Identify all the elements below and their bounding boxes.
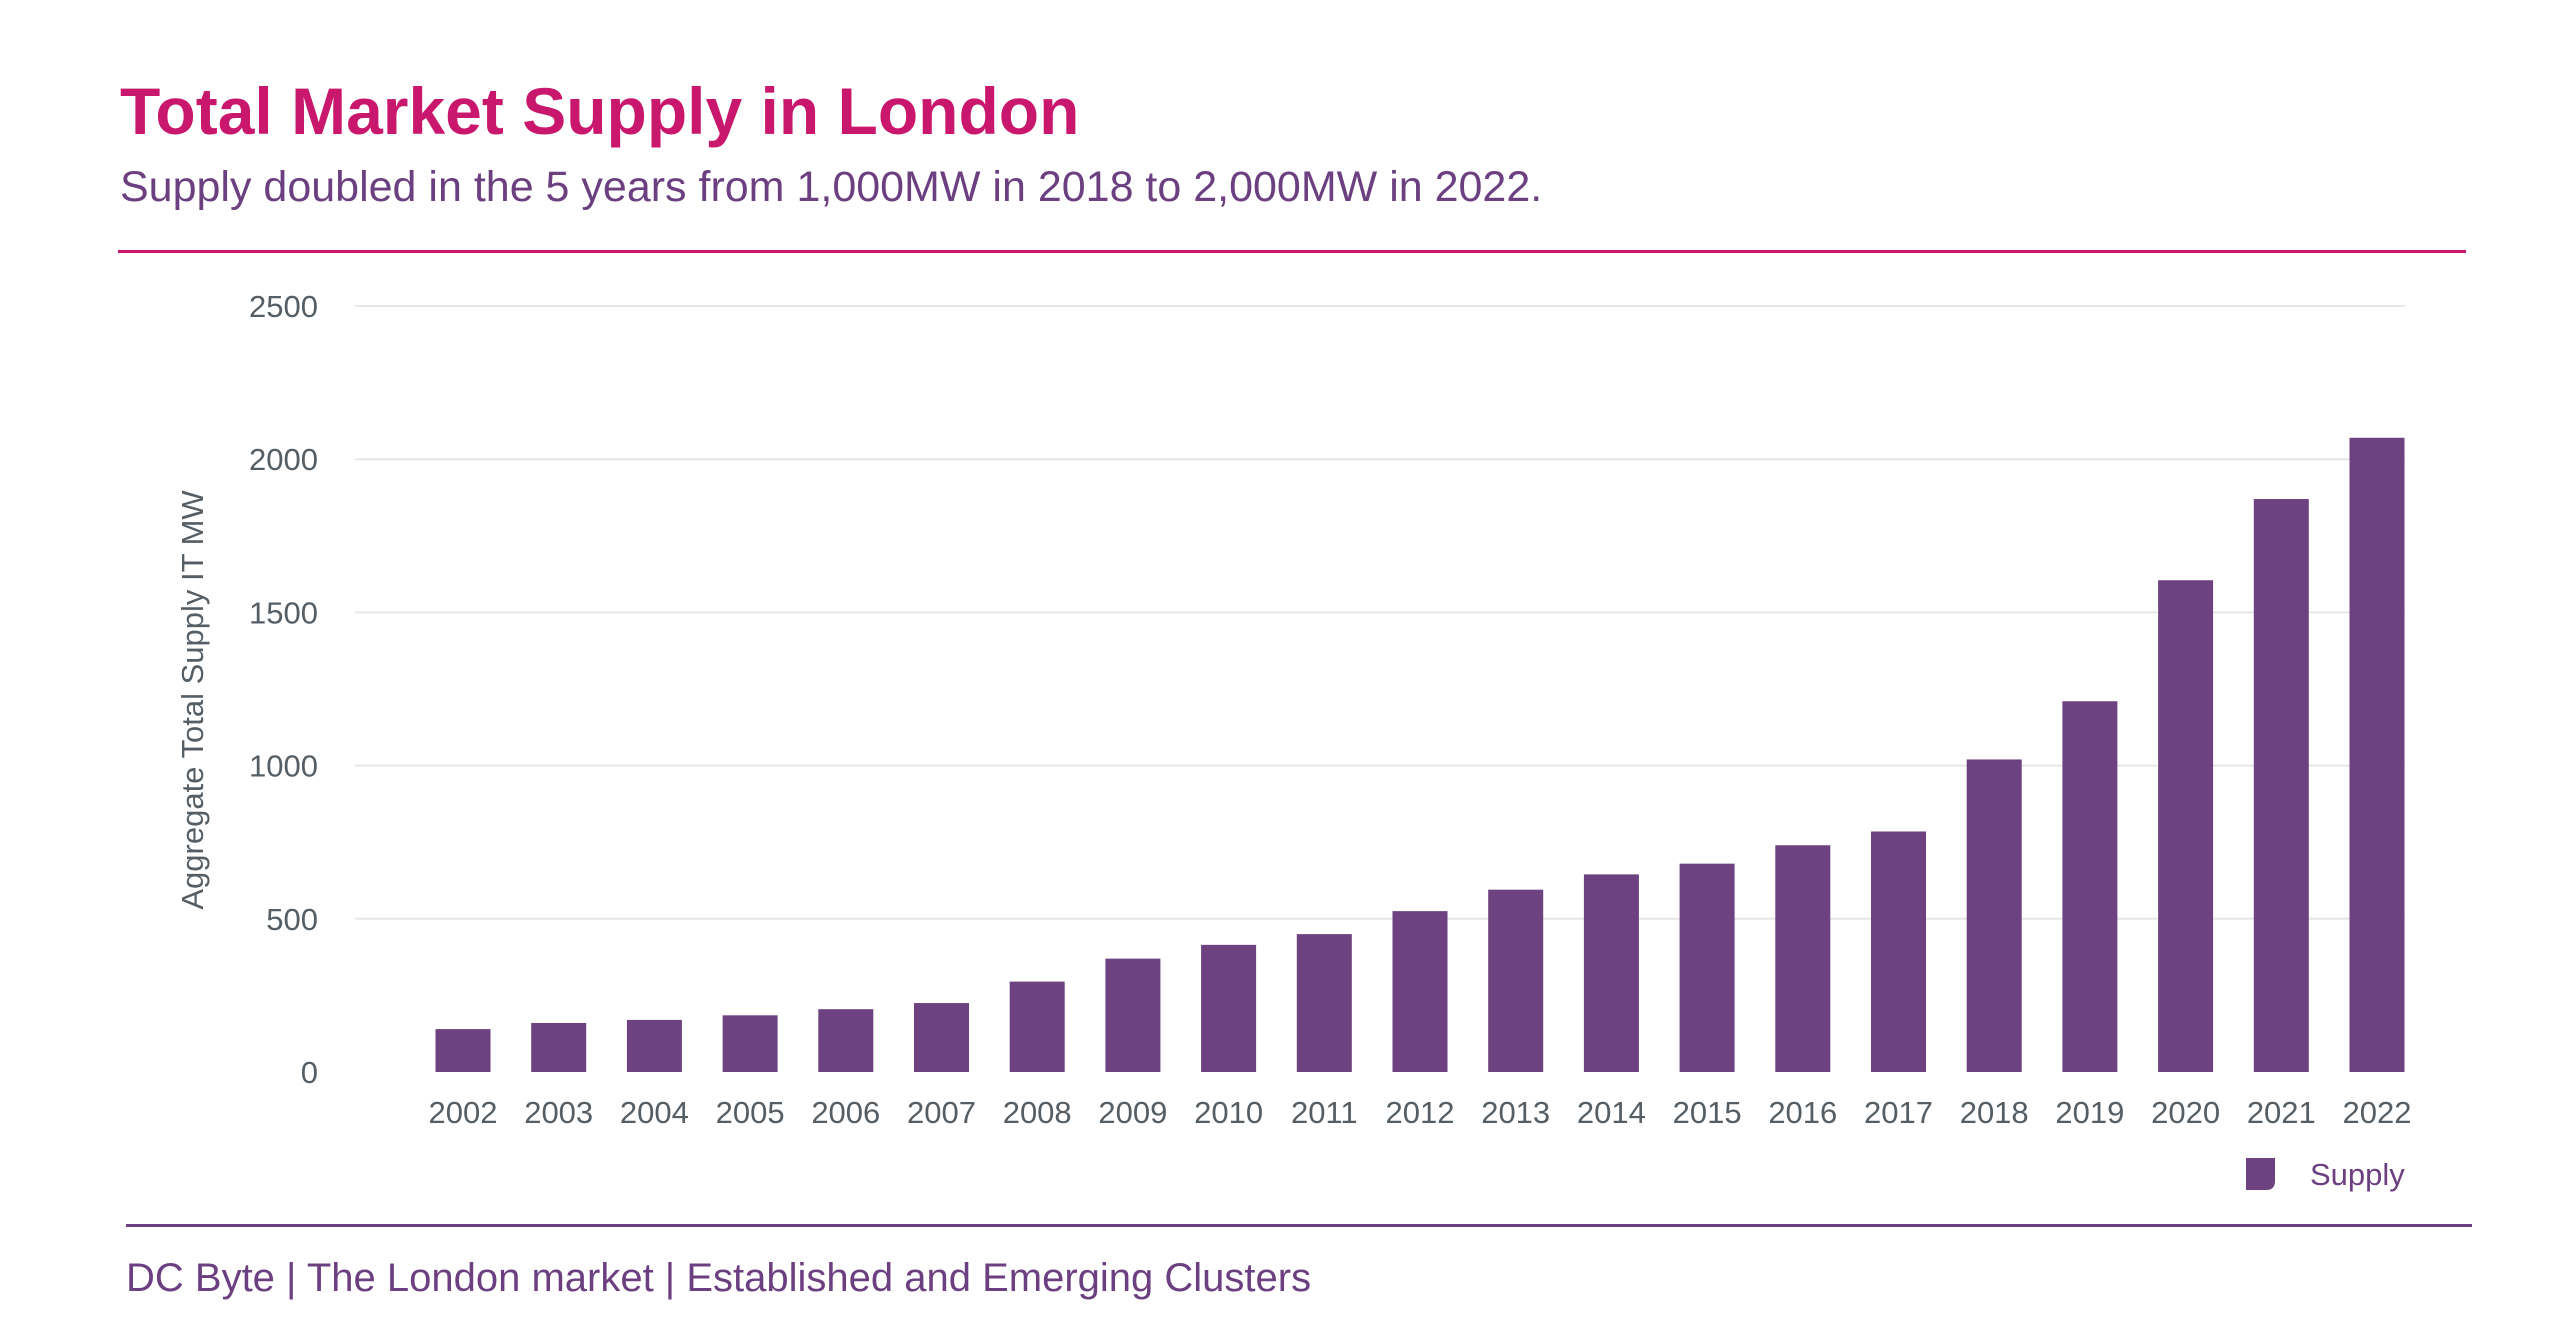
- bar-2014: [1583, 874, 1639, 1072]
- x-tick-label: 2012: [1386, 1095, 1455, 1130]
- grid-lines: [355, 305, 2405, 920]
- x-tick-label: 2013: [1481, 1095, 1550, 1130]
- x-tick-label: 2010: [1194, 1095, 1263, 1130]
- x-tick-label: 2015: [1673, 1095, 1742, 1130]
- y-tick-label: 1500: [249, 595, 318, 630]
- bar-2002: [435, 1029, 491, 1072]
- bar-2016: [1775, 845, 1831, 1072]
- bar-2019: [2062, 701, 2118, 1072]
- x-tick-label: 2005: [716, 1095, 785, 1130]
- x-tick-label: 2007: [907, 1095, 976, 1130]
- y-tick-label: 2000: [249, 442, 318, 477]
- x-tick-label: 2018: [1960, 1095, 2029, 1130]
- x-tick-label: 2021: [2247, 1095, 2316, 1130]
- bars: [435, 437, 2405, 1073]
- x-tick-label: 2020: [2151, 1095, 2220, 1130]
- x-tick-label: 2004: [620, 1095, 689, 1130]
- bar-2015: [1679, 863, 1735, 1072]
- bar-2018: [1966, 759, 2022, 1072]
- legend-label: Supply: [2310, 1157, 2405, 1192]
- x-axis-ticks: 2002 2003 2004 2005 2006 2007 2008 2009 2010 2011…: [429, 1095, 2412, 1130]
- bar-2008: [1009, 981, 1065, 1072]
- bar-chart: 0 500 1000 1500 2000 2500 Aggregate Total Sup…: [175, 289, 2412, 1192]
- y-axis-title: Aggregate Total Supply IT MW: [175, 490, 210, 910]
- legend-swatch-icon: [2246, 1158, 2275, 1190]
- bar-2003: [531, 1022, 587, 1072]
- bar-2009: [1105, 958, 1161, 1072]
- y-axis-ticks: 0 500 1000 1500 2000 2500: [249, 289, 318, 1090]
- y-tick-label: 1000: [249, 749, 318, 784]
- bar-2012: [1392, 911, 1448, 1072]
- x-tick-label: 2008: [1003, 1095, 1072, 1130]
- y-tick-label: 0: [301, 1055, 318, 1090]
- x-tick-label: 2011: [1291, 1095, 1358, 1130]
- y-tick-label: 2500: [249, 289, 318, 324]
- bar-2007: [914, 1003, 969, 1072]
- bar-2020: [2158, 580, 2214, 1072]
- bar-2004: [626, 1019, 682, 1072]
- x-tick-label: 2009: [1098, 1095, 1167, 1130]
- footer-divider: [126, 1224, 2472, 1227]
- x-tick-label: 2002: [429, 1095, 498, 1130]
- bar-2017: [1871, 831, 1926, 1072]
- chart-subtitle: Supply doubled in the 5 years from 1,000…: [120, 163, 1543, 211]
- title-divider: [118, 250, 2466, 253]
- x-tick-label: 2006: [811, 1095, 880, 1130]
- chart-title: Total Market Supply in London: [120, 74, 1080, 148]
- footer-text: DC Byte | The London market | Establishe…: [126, 1256, 1312, 1300]
- bar-2013: [1488, 889, 1544, 1072]
- y-tick-label: 500: [266, 902, 318, 937]
- bar-2006: [818, 1009, 874, 1072]
- x-tick-label: 2019: [2055, 1095, 2124, 1130]
- x-tick-label: 2017: [1864, 1095, 1933, 1130]
- bar-2010: [1201, 944, 1257, 1072]
- bar-2022: [2349, 437, 2405, 1072]
- bar-2021: [2253, 499, 2309, 1073]
- x-tick-label: 2016: [1768, 1095, 1837, 1130]
- x-tick-label: 2022: [2343, 1095, 2412, 1130]
- bar-2011: [1296, 934, 1352, 1072]
- x-tick-label: 2003: [524, 1095, 593, 1130]
- bar-2005: [722, 1015, 778, 1072]
- x-tick-label: 2014: [1577, 1095, 1646, 1130]
- legend: Supply: [2246, 1157, 2405, 1192]
